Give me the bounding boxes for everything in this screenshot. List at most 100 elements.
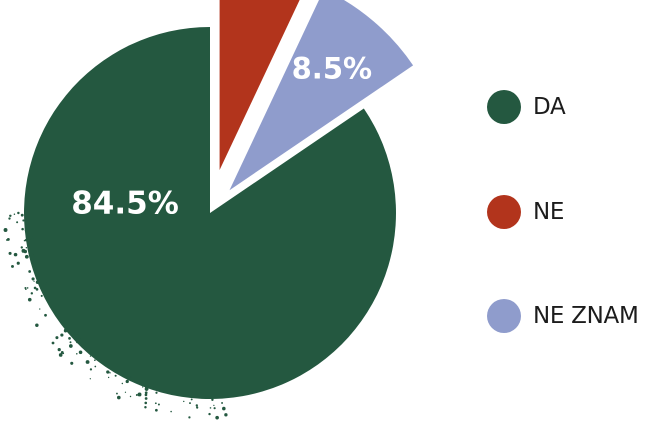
texture-speck [209, 407, 212, 409]
texture-speck [24, 254, 29, 259]
texture-speck [3, 228, 8, 232]
texture-speck [69, 344, 73, 348]
legend-item-ne-znam: NE ZNAM [487, 299, 639, 333]
texture-speck [106, 360, 110, 364]
texture-speck [57, 304, 59, 307]
texture-speck [157, 403, 160, 406]
texture-speck [125, 370, 129, 374]
texture-speck [21, 227, 24, 231]
texture-speck [89, 368, 93, 371]
texture-speck [109, 372, 111, 374]
texture-speck [94, 365, 97, 368]
texture-speck [224, 413, 228, 417]
texture-speck [124, 391, 127, 393]
legend-label-da: DA [533, 94, 566, 120]
legend-label-ne: NE [533, 199, 565, 225]
pie-slices [23, 0, 414, 400]
texture-speck [144, 406, 147, 409]
legend-swatch-ne-znam [487, 299, 521, 333]
texture-speck [77, 334, 79, 336]
texture-speck [89, 378, 91, 380]
texture-speck [76, 353, 78, 355]
texture-speck [125, 379, 129, 384]
texture-speck [117, 366, 120, 369]
texture-speck [53, 310, 57, 315]
legend-item-ne: NE [487, 195, 564, 229]
legend-swatch-ne [487, 195, 521, 229]
texture-speck [188, 416, 191, 419]
texture-speck [33, 286, 37, 290]
texture-speck [121, 382, 124, 385]
texture-speck [59, 311, 64, 316]
texture-speck [8, 251, 12, 255]
texture-speck [100, 360, 104, 364]
texture-speck [208, 412, 211, 416]
texture-speck [63, 329, 68, 333]
legend-label-ne-znam: NE ZNAM [533, 303, 639, 329]
texture-speck [130, 376, 132, 378]
legend-swatch-da [487, 90, 521, 124]
texture-speck [62, 321, 66, 325]
texture-speck [17, 211, 20, 215]
texture-speck [60, 333, 64, 337]
texture-speck [70, 361, 74, 365]
texture-speck [114, 374, 117, 377]
texture-speck [44, 313, 47, 317]
texture-speck [43, 283, 46, 286]
texture-speck [193, 396, 195, 398]
texture-speck [16, 221, 19, 224]
texture-speck [24, 229, 28, 232]
texture-speck [195, 404, 198, 407]
texture-speck [23, 249, 28, 254]
texture-speck [94, 359, 96, 362]
texture-speck [129, 395, 132, 398]
texture-speck [173, 390, 176, 394]
texture-speck [213, 407, 216, 410]
texture-speck [35, 323, 39, 327]
texture-speck [144, 387, 149, 391]
texture-speck [27, 238, 30, 240]
texture-speck [20, 246, 23, 249]
texture-speck [35, 280, 40, 284]
texture-speck [79, 351, 83, 355]
texture-speck [77, 337, 81, 341]
texture-speck [40, 294, 43, 297]
texture-speck [24, 238, 28, 242]
texture-speck [31, 236, 34, 239]
texture-speck [48, 301, 51, 305]
texture-speck [221, 402, 223, 404]
texture-speck [55, 336, 59, 340]
texture-speck [144, 380, 148, 383]
texture-speck [107, 376, 110, 379]
texture-speck [58, 353, 63, 357]
texture-speck [189, 402, 191, 405]
texture-speck [9, 214, 12, 218]
pie-slice-da [23, 27, 397, 400]
texture-speck [142, 386, 144, 388]
texture-speck [116, 392, 118, 395]
data-label-da: 84.5% [71, 186, 179, 222]
texture-speck [124, 371, 126, 374]
pie-slice-ne-znam [229, 0, 414, 191]
texture-speck [144, 393, 148, 397]
texture-speck [89, 355, 92, 357]
legend-item-da: DA [487, 90, 566, 124]
texture-speck [27, 297, 32, 302]
texture-speck [44, 282, 47, 285]
texture-speck [25, 246, 28, 249]
texture-speck [26, 287, 29, 289]
texture-speck [22, 219, 25, 222]
texture-speck [11, 264, 14, 268]
texture-speck [23, 239, 26, 242]
texture-speck [35, 288, 39, 291]
legend: DA NE NE ZNAM [487, 0, 669, 437]
texture-specks [3, 211, 228, 420]
texture-speck [137, 392, 142, 397]
texture-speck [85, 360, 90, 364]
texture-speck [69, 341, 72, 344]
texture-speck [31, 277, 35, 281]
texture-speck [16, 261, 20, 265]
texture-speck [51, 292, 54, 295]
